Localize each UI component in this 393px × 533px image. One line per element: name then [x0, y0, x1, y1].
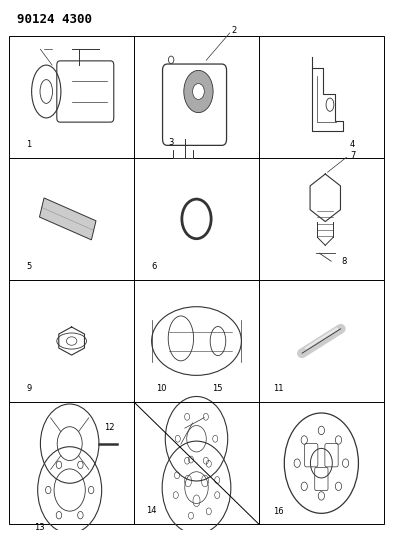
Text: 12: 12 — [104, 423, 114, 432]
Text: 5: 5 — [26, 262, 31, 271]
Text: 11: 11 — [273, 384, 284, 393]
Text: 6: 6 — [151, 262, 156, 271]
Text: 90124 4300: 90124 4300 — [17, 13, 92, 26]
Polygon shape — [39, 198, 96, 240]
Text: 16: 16 — [273, 506, 284, 515]
Text: 14: 14 — [146, 506, 156, 514]
Text: 7: 7 — [351, 151, 356, 160]
Text: 1: 1 — [26, 140, 31, 149]
Text: 15: 15 — [212, 384, 222, 393]
Ellipse shape — [193, 84, 204, 100]
Ellipse shape — [184, 70, 213, 112]
Text: 13: 13 — [34, 523, 44, 531]
Text: 8: 8 — [341, 257, 346, 265]
Text: 4: 4 — [350, 140, 355, 149]
Text: 3: 3 — [169, 138, 174, 147]
Text: 2: 2 — [231, 26, 237, 35]
Text: 10: 10 — [156, 384, 167, 393]
Text: 9: 9 — [26, 384, 31, 393]
